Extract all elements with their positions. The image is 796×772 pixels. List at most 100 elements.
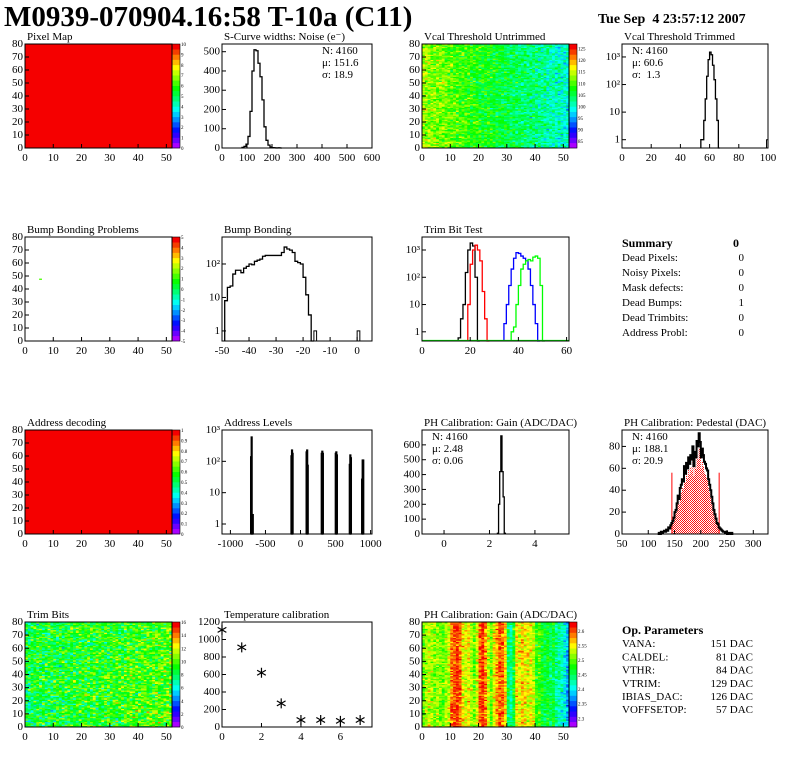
heatmap-cell [489,123,493,125]
heatmap-cell [436,46,440,49]
heatmap-cell [470,55,474,58]
heatmap-cell [492,137,496,140]
heatmap-cell [464,45,468,47]
heatmap-cell [498,103,502,106]
heatmap-cell [478,90,482,93]
heatmap-cell [458,96,462,98]
heatmap-cell [441,84,445,86]
heatmap-cell [523,140,527,142]
heatmap-cell [472,57,477,59]
colorbar-band [172,445,180,452]
heatmap-cell [503,136,508,138]
x-tick-label: 60 [704,152,716,164]
heatmap-cell [489,97,493,99]
x-tick-label: 20 [76,345,88,357]
heatmap-cell [453,125,457,128]
heatmap-cell [495,109,499,111]
heatmap-cell [455,127,460,129]
heatmap-cell [484,101,488,103]
heatmap-cell [461,116,465,119]
heatmap-cell [461,59,465,62]
colorbar-band [172,456,180,462]
heatmap-cell [433,116,437,119]
y-tick-label: 20 [12,502,24,514]
heatmap-cell [467,96,471,98]
heatmap-cell [475,105,479,107]
heatmap-cell [455,68,460,71]
heatmap-cell [453,45,457,47]
heatmap-cell [512,64,516,67]
heatmap-cell [424,79,428,81]
heatmap-cell [444,94,448,97]
heatmap-cell [487,85,491,88]
heatmap-cell [520,84,525,86]
heatmap-cell [458,45,462,47]
heatmap-cell [535,81,539,84]
heatmap-cell [523,64,527,67]
heatmap-cell [492,107,496,110]
heatmap-cell [481,46,485,49]
fit-area [675,513,677,534]
heatmap-cell [518,83,522,85]
heatmap-cell [526,98,530,101]
heatmap-cell [481,144,485,146]
heatmap-cell [430,106,434,108]
heatmap-cell [495,46,499,49]
heatmap-cell [438,119,443,121]
heatmap-cell [447,53,451,55]
heatmap-cell [441,127,445,129]
heatmap-cell [529,49,533,51]
heatmap-cell [430,132,434,134]
heatmap-cell [450,80,454,82]
heatmap-cell [450,47,454,50]
heatmap-cell [487,58,491,60]
heatmap-cell [450,50,454,53]
heatmap-cell [458,141,462,144]
heatmap-cell [498,127,502,129]
heatmap-cell [520,116,525,119]
heatmap-cell [498,68,502,71]
heatmap-cell [489,109,493,111]
heatmap-cell [495,55,499,58]
summary-row-label: Mask defects: [622,282,683,294]
heatmap-cell [430,125,434,128]
heatmap-cell [436,83,440,85]
heatmap-cell [503,46,508,49]
heatmap-cell [453,90,457,93]
heatmap-cell [453,66,457,68]
heatmap-cell [464,131,468,133]
heatmap-cell [512,44,516,46]
heatmap-cell [501,68,505,71]
heatmap-cell [495,89,499,92]
heatmap-cell [441,59,445,62]
y-tick-label: 1 [215,325,221,337]
colorbar-tick-label: -4 [181,330,186,335]
heatmap-cell [481,138,485,141]
heatmap-cell [450,131,454,133]
heatmap-cell [481,89,485,92]
heatmap-cell [422,102,426,105]
heatmap-cell [464,96,468,98]
heatmap-cell [489,51,493,54]
heatmap-cell [441,94,445,97]
heatmap-cell [532,128,536,131]
heatmap-cell [436,79,440,81]
heatmap-cell [509,81,513,84]
heatmap-cell [444,75,448,77]
heatmap-cell [441,103,445,106]
heatmap-cell [526,118,530,120]
heatmap-cell [489,120,493,123]
heatmap-cell [495,101,499,103]
heatmap-cell [518,106,522,108]
heatmap-cell [478,125,482,128]
heatmap-cell [464,141,468,144]
heatmap-cell [501,109,505,111]
heatmap-cell [520,73,525,76]
heatmap-cell [424,94,428,97]
heatmap-cell [518,119,522,121]
heatmap-cell [427,107,431,110]
heatmap-cell [498,59,502,62]
heatmap-cell [455,64,460,67]
heatmap-cell [489,136,493,138]
heatmap-cell [458,98,462,101]
